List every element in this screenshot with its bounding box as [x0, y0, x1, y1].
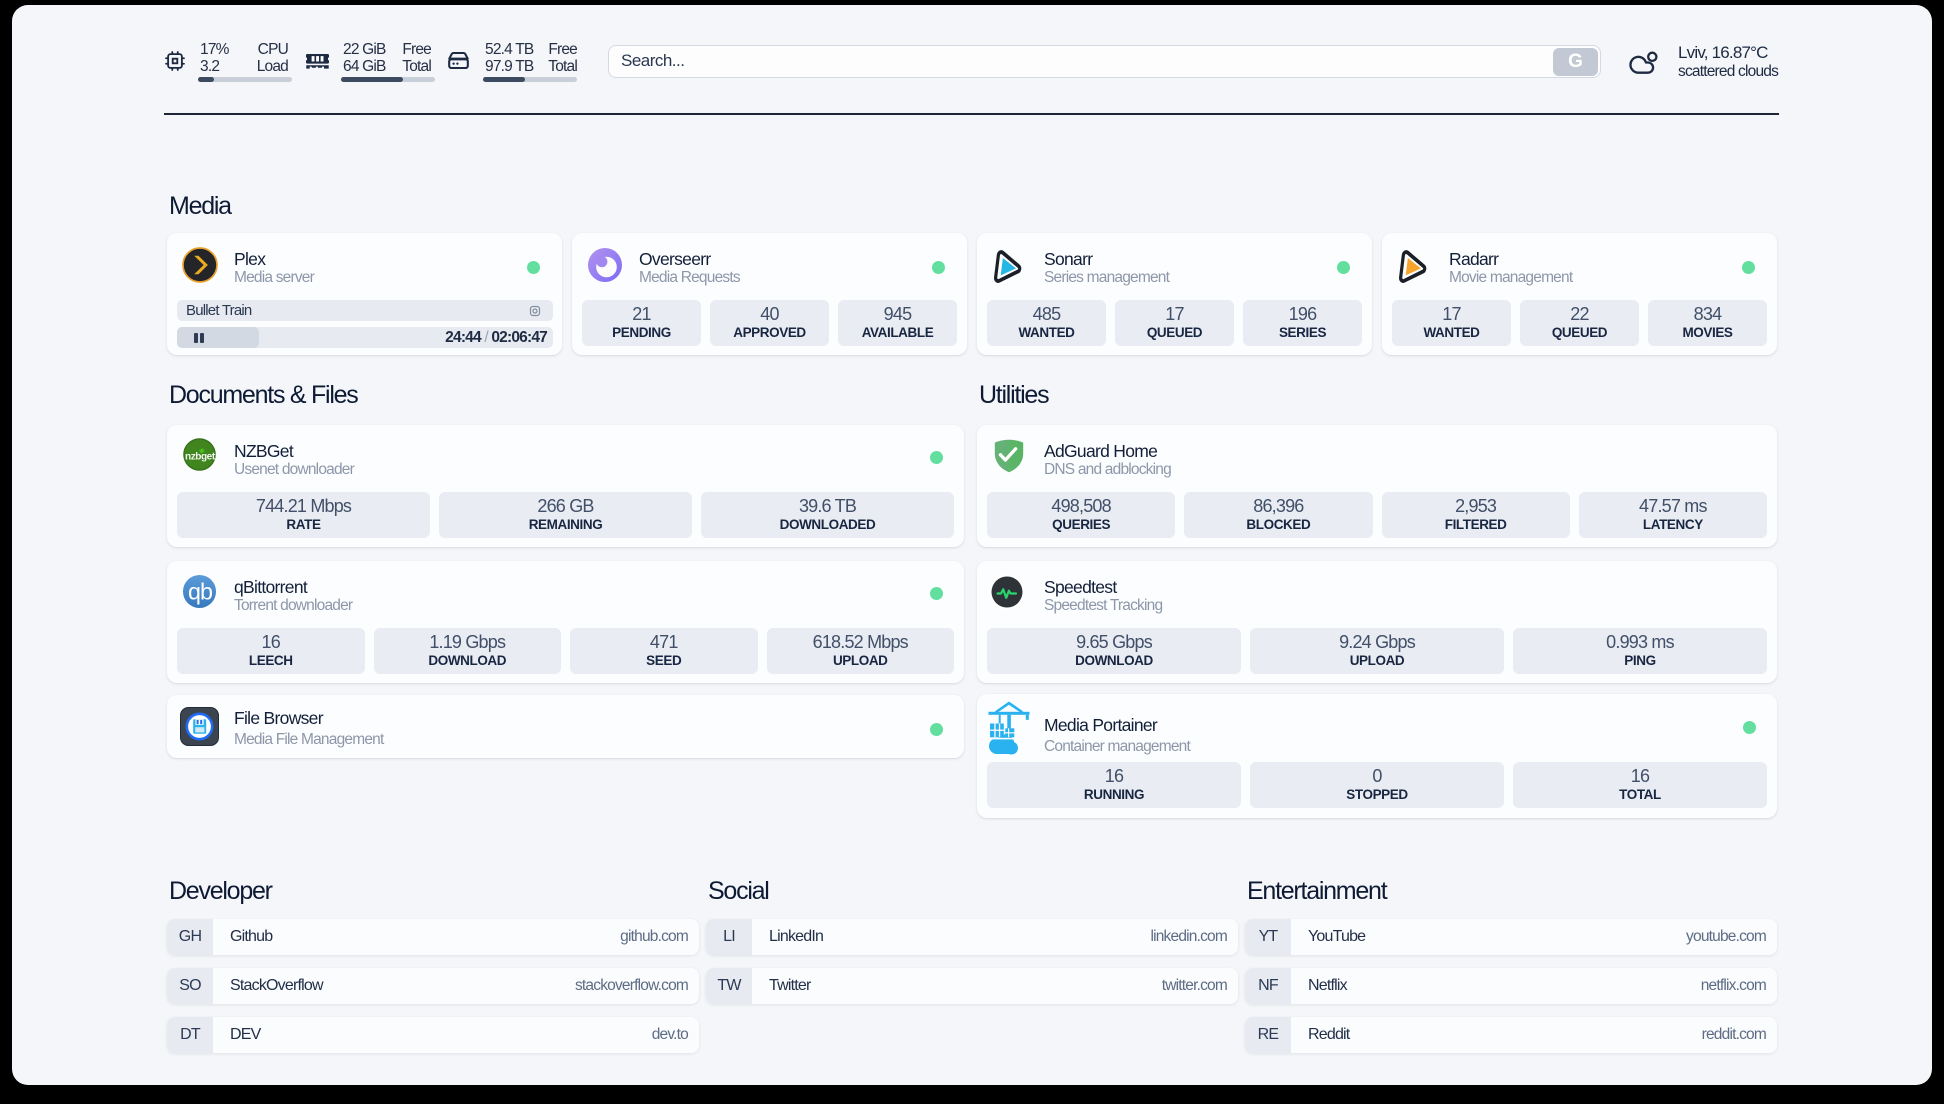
svg-text:qb: qb	[188, 578, 212, 604]
svg-text:nzbget: nzbget	[185, 451, 216, 462]
